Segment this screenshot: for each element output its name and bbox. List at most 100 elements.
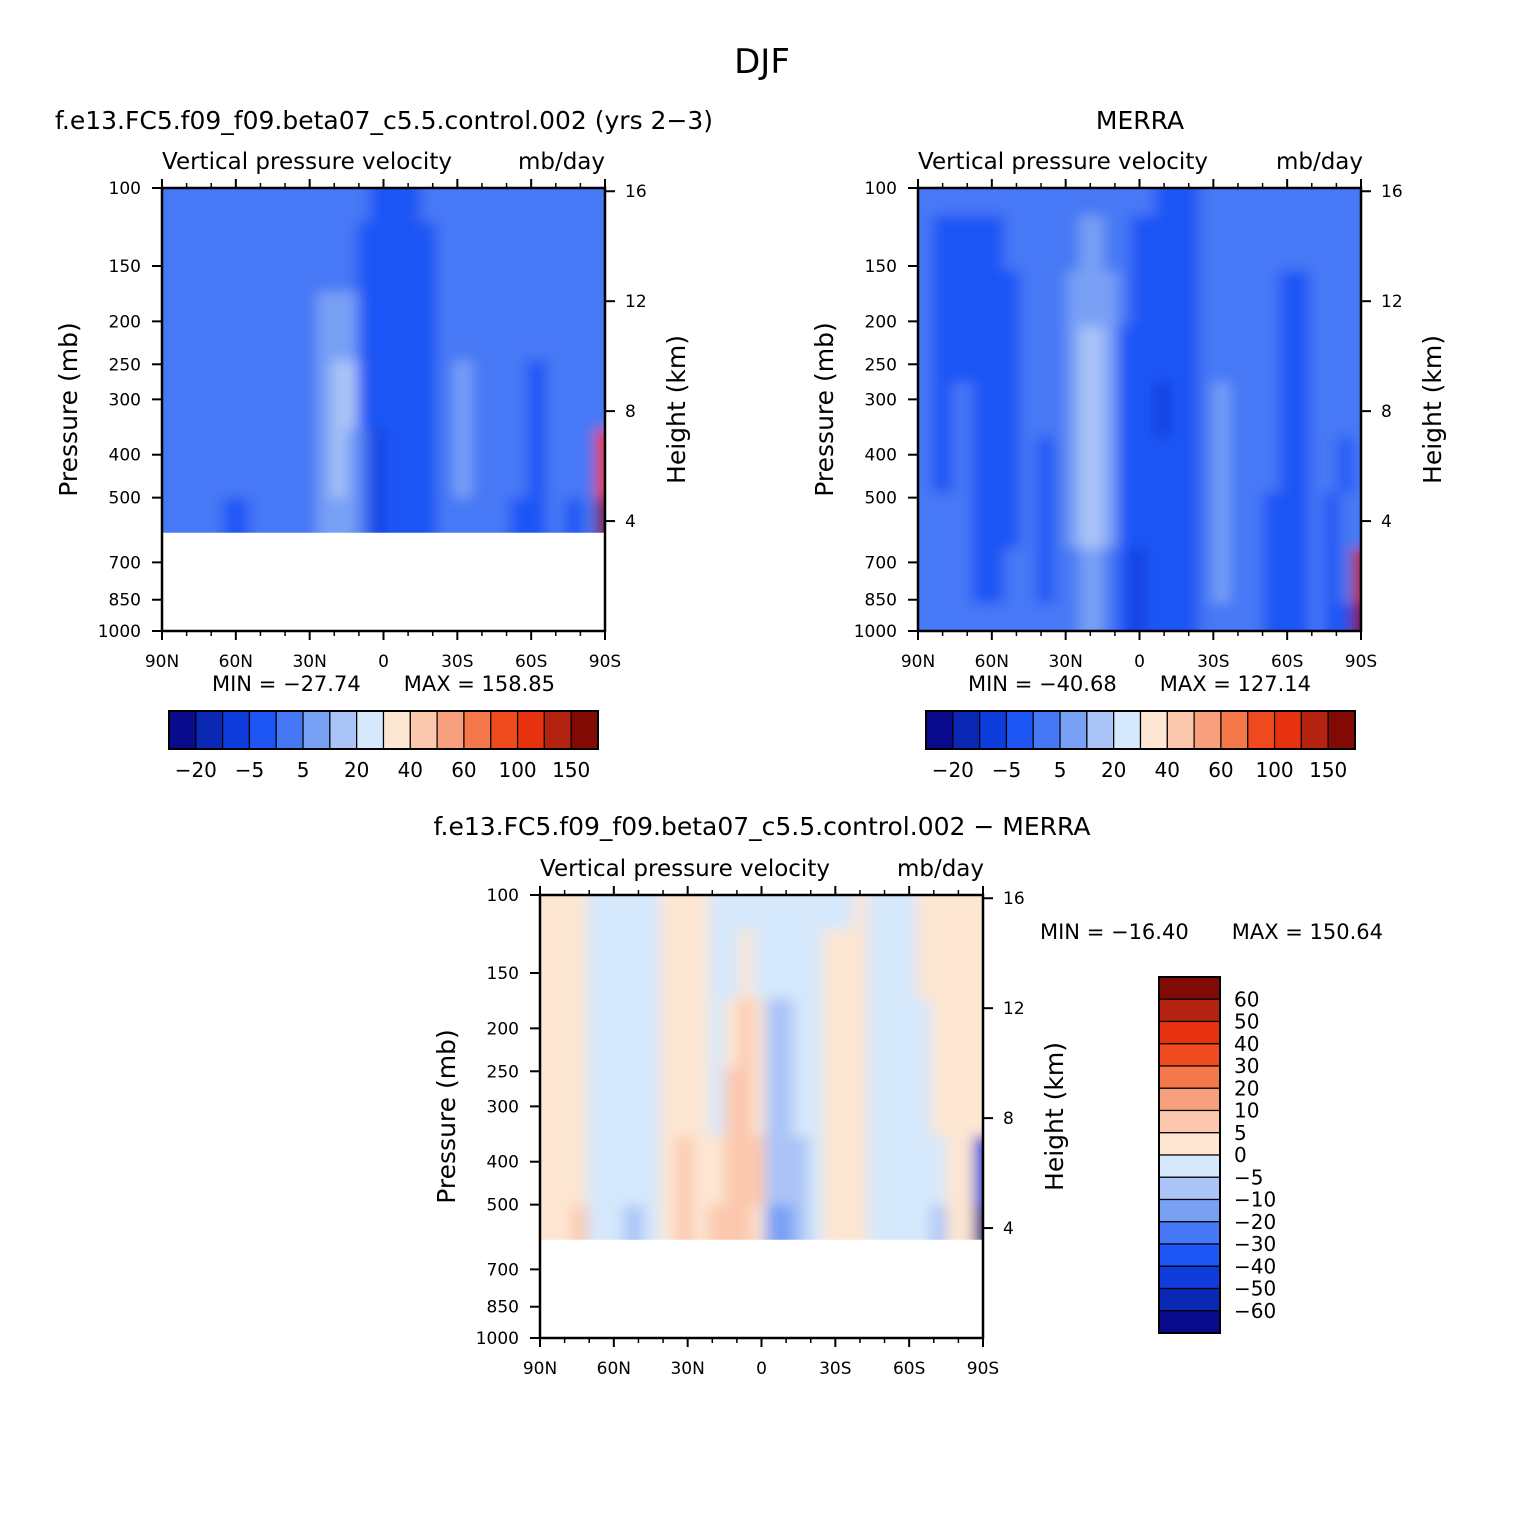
colorbar-tick-label: 20 [1101,758,1126,782]
data-cell [420,188,437,223]
data-cell [406,291,421,361]
data-cell [345,429,359,499]
data-cell [453,429,473,499]
colorbar-box [925,710,954,750]
colorbar-box [463,710,492,750]
data-cell [952,326,973,383]
data-cell [778,998,794,1068]
data-cell [946,929,962,999]
data-cell [676,998,694,1068]
data-cell [839,998,855,1068]
colorbar-box [1032,710,1061,750]
data-cell [540,895,556,930]
data-cell [1143,437,1156,494]
data-cell [420,429,437,499]
data-cell [972,492,990,549]
data-cell [724,1205,740,1240]
data-cell [1229,547,1248,604]
colorbar-tick-label: 60 [1208,758,1233,782]
colorbar-box [1158,998,1221,1023]
colorbar-tick-label: −60 [1234,1299,1276,1323]
data-cell [1213,381,1230,438]
data-cell [623,895,644,930]
data-cell [1143,547,1156,604]
data-cell [901,1205,918,1240]
data-cell [491,291,511,361]
max-label: MAX = 158.85 [404,672,555,696]
colorbar-frame [925,710,1356,750]
colorbar-box [222,710,251,750]
data-cell [808,1136,824,1206]
colorbar-box [1193,710,1222,750]
data-cell [1324,215,1340,272]
data-cell [1183,188,1200,217]
data-cell [357,429,371,499]
data-cell [974,998,983,1068]
colorbar-tick-label: −30 [1234,1232,1276,1256]
data-cell [1263,215,1281,272]
data-cell [739,895,754,930]
data-cell [394,360,408,430]
data-cell [692,1205,710,1240]
data-cell [808,929,824,999]
colorbar-box [1139,710,1168,750]
data-cell [1246,603,1265,631]
data-cell [382,429,396,499]
data-cell [1066,437,1080,494]
data-cell [1103,381,1118,438]
colorbar-box [329,710,358,750]
data-cell [1279,326,1296,383]
data-cell [1309,437,1325,494]
data-cell [510,429,528,499]
colorbar-tick-label: 60 [1234,987,1259,1011]
data-cell [603,1067,625,1137]
data-cell [1155,437,1170,494]
data-cell [1279,547,1296,604]
data-cell [1229,492,1248,549]
data-cell [1079,547,1093,604]
data-cell [223,498,249,533]
data-cell [1229,326,1248,383]
data-cell [1309,381,1325,438]
y-right-tick-label: 8 [625,402,636,422]
data-cell [1037,215,1054,272]
colorbar-box [382,710,411,750]
data-cell [839,895,855,930]
data-cell [1263,492,1281,549]
data-cell [1037,271,1054,327]
data-cell [972,547,990,604]
data-cell [1198,326,1214,383]
data-cell [765,1067,780,1137]
colorbar: −20 −5 5 20 40 60 100 150 [168,710,599,782]
colorbar-tick-label: 10 [1234,1099,1259,1123]
data-cell [1079,188,1093,217]
data-cell [1352,188,1361,217]
y-right-tick-label: 12 [625,292,647,312]
data-cell [1053,188,1068,217]
data-cell [369,291,383,361]
data-cell [420,360,437,430]
colorbar-tick-label: 40 [1155,758,1180,782]
data-cell [1352,603,1361,631]
x-tick-label: 30N [1048,652,1082,672]
colorbar-box [1158,1132,1221,1156]
data-cell [586,998,605,1068]
data-cell [272,222,298,292]
data-cell [676,1205,694,1240]
data-cell [692,929,710,999]
data-cell [643,1136,662,1206]
data-cell [1037,437,1054,494]
colorbar-box [1158,976,1221,1000]
data-cell [1213,492,1230,549]
data-cell [1020,215,1038,272]
data-cell [394,498,408,533]
data-cell [1263,603,1281,631]
data-cell [248,291,274,361]
y-axis-label: Pressure (mb) [54,322,83,496]
data-cell [596,188,605,223]
data-cell [1155,492,1170,549]
field-blur [918,188,1361,631]
colorbar-box [1059,710,1088,750]
data-cell [1117,271,1132,327]
